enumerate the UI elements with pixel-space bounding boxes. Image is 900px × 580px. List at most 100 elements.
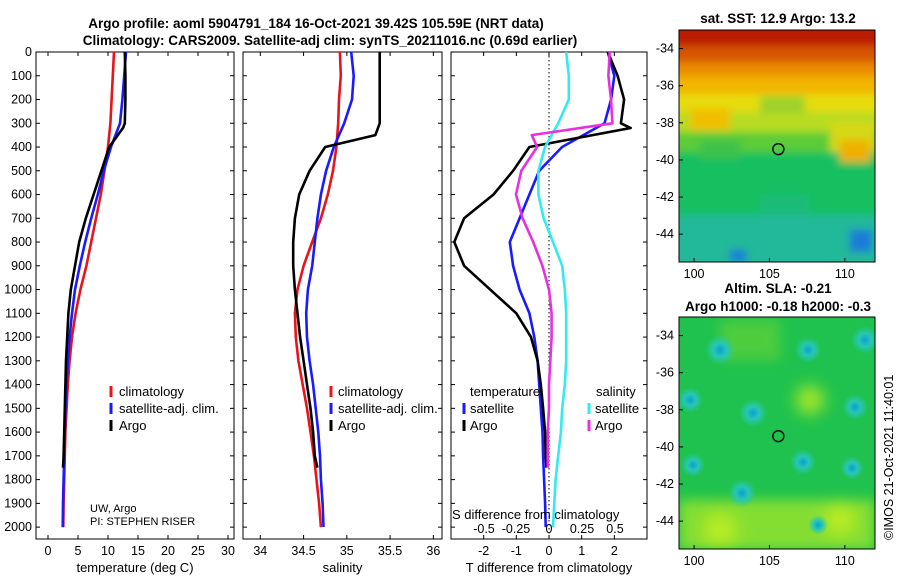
difference-legend: temperature salinity satellite Argo sate… [462,384,639,433]
plot-frame [35,51,235,540]
y-tick-label: 100 [11,69,32,83]
s-tick-label: -0.5 [473,522,495,536]
pi-note-line1: UW, Argo [90,503,136,515]
imos-credit: ©IMOS 21-Oct-2021 11:40:01 [882,375,896,540]
x-tick-label: 5 [75,544,82,558]
salinity-panel: 34 34.5 35 35.5 36 salinity [242,51,443,575]
temperature-legend: climatology satellite-adj. clim. Argo [109,384,219,433]
map-x-tick-label: 100 [684,554,705,568]
x-tick-label: 20 [161,544,175,558]
map-y-tick-label: -44 [656,227,674,241]
y-tick-label: 0 [25,45,32,59]
x-axis-label: T difference from climatology [466,560,633,575]
y-tick-label: 600 [11,188,32,202]
y-tick-label: 1200 [4,330,32,344]
map-x-tick-label: 105 [759,554,780,568]
legend-label-climatology: climatology [119,384,185,399]
sla-field [679,317,875,549]
salinity-legend: climatology satellite-adj. clim. Argo [329,384,438,433]
sla-map-title-line2: Argo h1000: -0.18 h2000: -0.3 [685,299,872,314]
x-axis-label: temperature (deg C) [76,560,193,575]
series-line-argo [61,51,127,468]
y-tick-label: 1500 [4,401,32,415]
sst-map: 100 105 110 -34 -36 -38 -40 -42 -44 [656,29,876,281]
series-line-satellite-adj-clim- [304,51,356,528]
map-y-tick-label: -40 [656,153,674,167]
map-y-tick-label: -34 [656,329,674,343]
y-tick-label: 300 [11,116,32,130]
x-tick-label: 34 [253,544,267,558]
x-tick-label: 30 [221,544,235,558]
y-tick-label: 1600 [4,425,32,439]
legend-label-satellite: satellite-adj. clim. [119,401,219,416]
map-y-tick-label: -36 [656,79,674,93]
s-diff-axis-label: S difference from climatology [452,507,620,522]
pi-note-line2: PI: STEPHEN RISER [90,516,195,528]
argo-position-marker [772,142,785,156]
x-tick-label: 15 [131,544,145,558]
y-tick-label: 1100 [5,306,32,320]
map-x-tick-label: 100 [684,267,705,281]
x-tick-label: -2 [478,544,489,558]
temperature-panel: 0100200300400500600700800900100011001200… [4,45,235,575]
y-tick-label: 1900 [4,496,32,510]
x-tick-label: 36 [426,544,440,558]
map-y-tick-label: -40 [656,440,674,454]
figure-title-line1: Argo profile: aoml 5904791_184 16-Oct-20… [88,16,543,31]
series-line-satellite-adj-clim- [61,51,128,528]
series-line-temperature-satellite [508,51,616,528]
y-tick-label: 900 [11,259,32,273]
sst-map-title: sat. SST: 12.9 Argo: 13.2 [700,11,856,26]
legend-label-s-argo: Argo [595,418,622,433]
x-tick-label: 35 [340,544,354,558]
map-x-tick-label: 110 [835,554,855,568]
series-line-climatology [293,51,343,528]
sst-field [679,30,875,262]
difference-panel: -2 -1 0 1 2 T difference from climatology [450,51,648,575]
sla-map-title-line1: Altim. SLA: -0.21 [724,281,832,296]
legend-title-temperature: temperature [470,384,540,399]
y-tick-label: 1400 [4,378,32,392]
x-tick-label: 25 [191,544,205,558]
map-x-tick-label: 105 [759,267,780,281]
x-tick-label: 2 [611,544,618,558]
sst-map-frame [678,29,876,263]
map-y-tick-label: -38 [656,116,674,130]
x-tick-label: 35.5 [378,544,402,558]
legend-label-climatology: climatology [338,384,404,399]
legend-label-t-satellite: satellite [470,401,514,416]
y-tick-label: 800 [11,235,32,249]
map-y-tick-label: -36 [656,366,674,380]
map-y-tick-label: -42 [656,477,674,491]
x-tick-label: -1 [511,544,522,558]
x-tick-label: 1 [578,544,585,558]
figure-title-line2: Climatology: CARS2009. Satellite-adj cli… [83,33,577,48]
map-y-tick-label: -34 [656,42,674,56]
s-diff-tick-labels: -0.5 -0.25 0 0.25 0.5 [473,522,624,536]
legend-label-t-argo: Argo [470,418,497,433]
s-tick-label: 0.5 [606,522,623,536]
x-tick-label: 10 [101,544,115,558]
legend-label-satellite: satellite-adj. clim. [338,401,438,416]
argo-position-marker [772,429,785,443]
legend-label-s-satellite: satellite [595,401,639,416]
sla-map-ticks: 100 105 110 -34 -36 -38 -40 -42 -44 [656,329,855,568]
sst-map-ticks: 100 105 110 -34 -36 -38 -40 -42 -44 [656,42,855,281]
y-tick-label: 1800 [4,473,32,487]
map-y-tick-label: -44 [656,514,674,528]
y-tick-label: 1700 [4,449,32,463]
x-tick-label: 0 [546,544,553,558]
legend-title-salinity: salinity [596,384,636,399]
sla-map-frame [678,316,876,550]
y-tick-label: 500 [11,164,32,178]
legend-label-argo: Argo [119,418,146,433]
y-tick-label: 1000 [4,283,32,297]
series-line-argo [291,52,382,468]
x-axis-label: salinity [323,560,363,575]
x-tick-label: 0 [45,544,52,558]
map-x-tick-label: 110 [835,267,855,281]
series-line-salinity-argo [514,51,614,468]
s-tick-label: 0.25 [570,522,594,536]
series-line-temperature-argo [452,51,633,468]
